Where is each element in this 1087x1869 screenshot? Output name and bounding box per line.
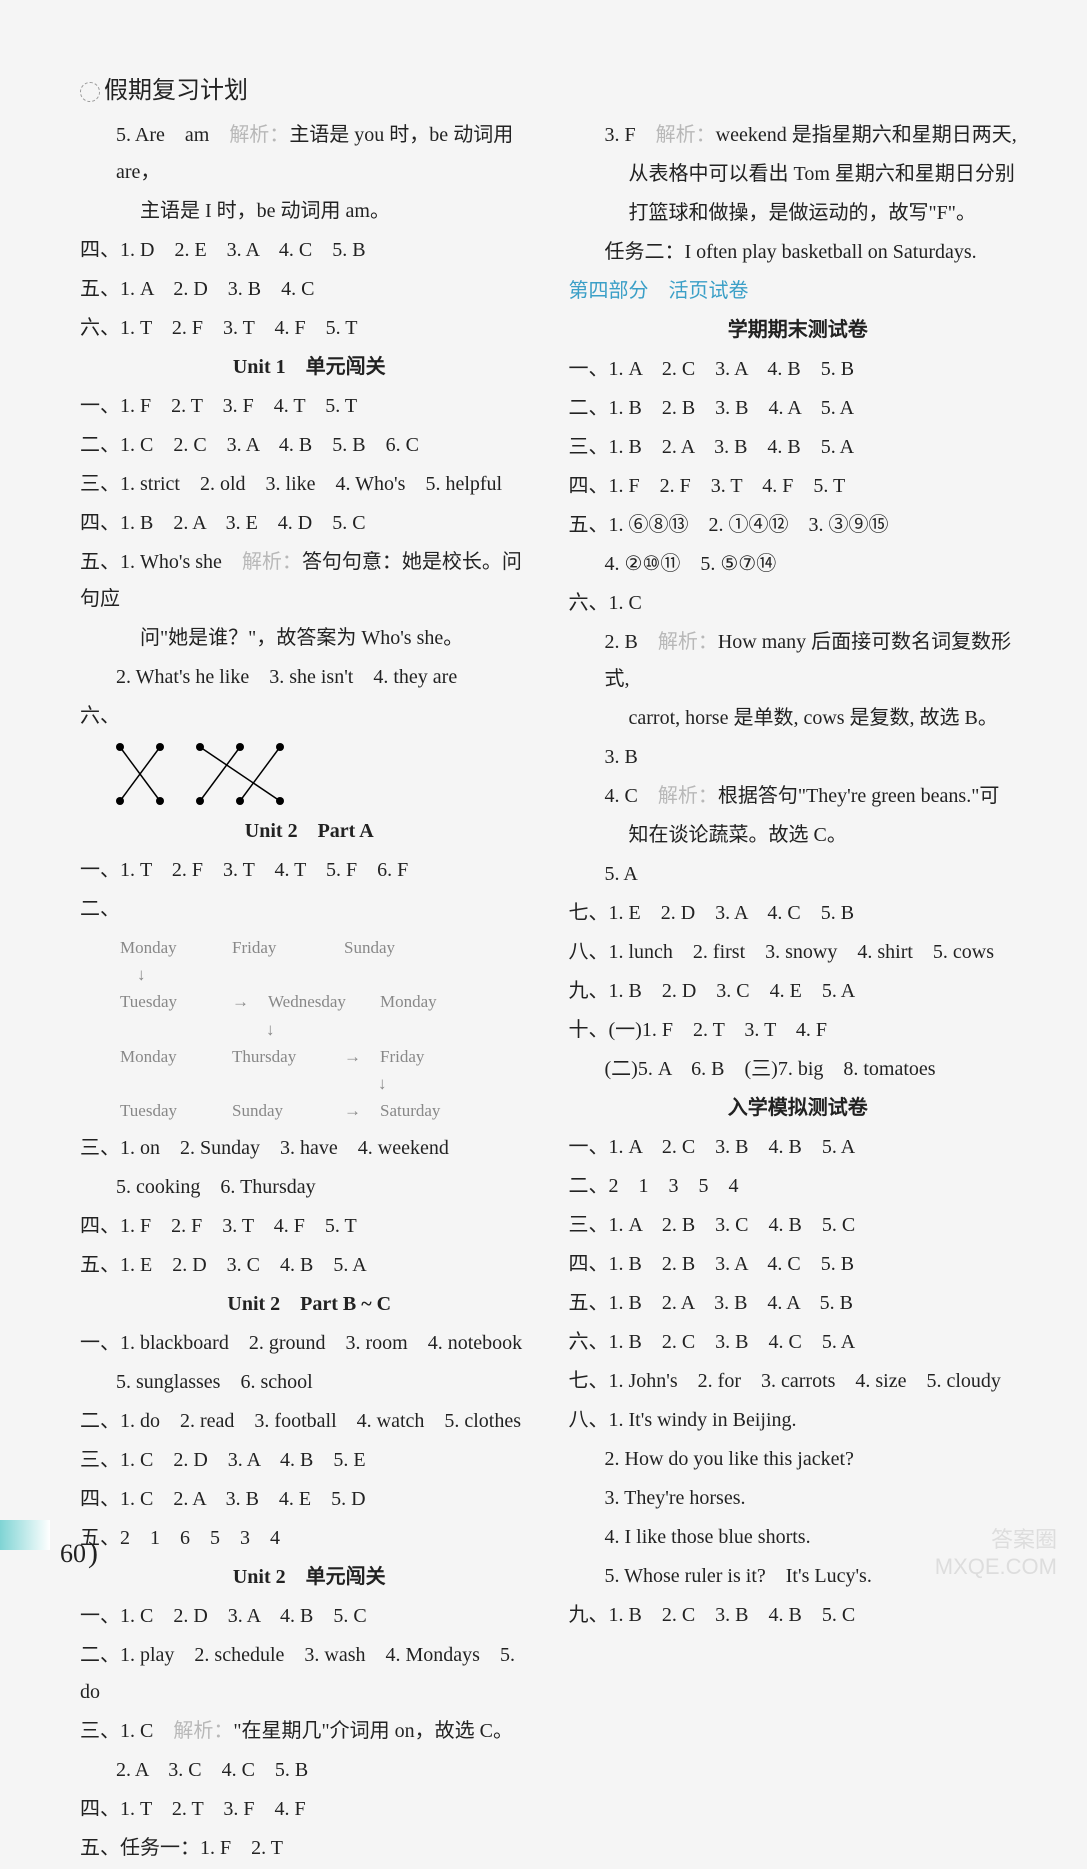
text-line: 五、1. A 2. D 3. B 4. C xyxy=(80,271,539,308)
text-line: 一、1. blackboard 2. ground 3. room 4. not… xyxy=(80,1325,539,1362)
text-line: 十、(一)1. F 2. T 3. T 4. F xyxy=(569,1012,1028,1049)
text-line: 四、1. F 2. F 3. T 4. F 5. T xyxy=(80,1208,539,1245)
section-heading: Unit 2 单元闯关 xyxy=(80,1559,539,1596)
text-line: 5. sunglasses 6. school xyxy=(80,1364,539,1401)
text-line: 四、1. T 2. T 3. F 4. F xyxy=(80,1791,539,1828)
text-line: 2. A 3. C 4. C 5. B xyxy=(80,1752,539,1789)
text-line: 五、任务一：1. F 2. T xyxy=(80,1830,539,1867)
content-columns: 5. Are am 解析：主语是 you 时，be 动词用 are， 主语是 I… xyxy=(80,117,1027,1869)
section-heading: Unit 2 Part B ~ C xyxy=(80,1286,539,1323)
text-line: 九、1. B 2. D 3. C 4. E 5. A xyxy=(569,973,1028,1010)
page-header: 假期复习计划 xyxy=(80,70,1027,105)
text-line: 2. How do you like this jacket? xyxy=(569,1441,1028,1478)
text-line: 七、1. E 2. D 3. A 4. C 5. B xyxy=(569,895,1028,932)
text-line: 四、1. C 2. A 3. B 4. E 5. D xyxy=(80,1481,539,1518)
text-line: 二、1. play 2. schedule 3. wash 4. Mondays… xyxy=(80,1637,539,1711)
text-line: 六、1. B 2. C 3. B 4. C 5. A xyxy=(569,1324,1028,1361)
text-line: 任务二：I often play basketball on Saturdays… xyxy=(569,234,1028,271)
text-line: 五、1. B 2. A 3. B 4. A 5. B xyxy=(569,1285,1028,1322)
text-line: 七、1. John's 2. for 3. carrots 4. size 5.… xyxy=(569,1363,1028,1400)
weekday-table: MondayFridaySunday ↓ Tuesday→ WednesdayM… xyxy=(80,934,539,1124)
text-line: carrot, horse 是单数, cows 是复数, 故选 B。 xyxy=(569,700,1028,737)
text-line: 四、1. F 2. F 3. T 4. F 5. T xyxy=(569,468,1028,505)
text-line: 从表格中可以看出 Tom 星期六和星期日分别 xyxy=(569,156,1028,193)
text-line: 二、1. do 2. read 3. football 4. watch 5. … xyxy=(80,1403,539,1440)
left-column: 5. Are am 解析：主语是 you 时，be 动词用 are， 主语是 I… xyxy=(80,117,539,1869)
watermark: 答案圈 MXQE.COM xyxy=(935,1527,1057,1580)
text-line: 九、1. B 2. C 3. B 4. B 5. C xyxy=(569,1597,1028,1634)
text-line: 八、1. It's windy in Beijing. xyxy=(569,1402,1028,1439)
text-line: 六、1. T 2. F 3. T 4. F 5. T xyxy=(80,310,539,347)
corner-accent xyxy=(0,1520,50,1550)
text-line: 五、1. E 2. D 3. C 4. B 5. A xyxy=(80,1247,539,1284)
text-line: 3. F 解析：weekend 是指星期六和星期日两天, xyxy=(569,117,1028,154)
text-line: 二、1. C 2. C 3. A 4. B 5. B 6. C xyxy=(80,427,539,464)
section-heading: 入学模拟测试卷 xyxy=(569,1090,1028,1127)
text-line: 主语是 I 时，be 动词用 am。 xyxy=(80,193,539,230)
section-heading: Unit 2 Part A xyxy=(80,813,539,850)
text-line: 一、1. A 2. C 3. B 4. B 5. A xyxy=(569,1129,1028,1166)
text-line: 四、1. B 2. A 3. E 4. D 5. C xyxy=(80,505,539,542)
text-line: 二、2 1 3 5 4 xyxy=(569,1168,1028,1205)
text-line: 2. What's he like 3. she isn't 4. they a… xyxy=(80,659,539,696)
text-line: 五、1. Who's she 解析：答句句意：她是校长。问句应 xyxy=(80,544,539,618)
text-line: 五、2 1 6 5 3 4 xyxy=(80,1520,539,1557)
text-line: 一、1. T 2. F 3. T 4. T 5. F 6. F xyxy=(80,852,539,889)
text-line: 三、1. strict 2. old 3. like 4. Who's 5. h… xyxy=(80,466,539,503)
text-line: 二、1. B 2. B 3. B 4. A 5. A xyxy=(569,390,1028,427)
text-line: 三、1. C 2. D 3. A 4. B 5. E xyxy=(80,1442,539,1479)
text-line: 八、1. lunch 2. first 3. snowy 4. shirt 5.… xyxy=(569,934,1028,971)
text-line: (二)5. A 6. B (三)7. big 8. tomatoes xyxy=(569,1051,1028,1088)
text-line: 三、1. C 解析："在星期几"介词用 on，故选 C。 xyxy=(80,1713,539,1750)
text-line: 一、1. F 2. T 3. F 4. T 5. T xyxy=(80,388,539,425)
text-line: 5. A xyxy=(569,856,1028,893)
text-line: 4. C 解析：根据答句"They're green beans."可 xyxy=(569,778,1028,815)
text-line: 打篮球和做操，是做运动的，故写"F"。 xyxy=(569,195,1028,232)
text-line: 六、1. C xyxy=(569,585,1028,622)
text-line: 三、1. B 2. A 3. B 4. B 5. A xyxy=(569,429,1028,466)
part-title: 第四部分 活页试卷 xyxy=(569,273,1028,310)
text-line: 一、1. C 2. D 3. A 4. B 5. C xyxy=(80,1598,539,1635)
text-line: 3. They're horses. xyxy=(569,1480,1028,1517)
matching-diagram xyxy=(80,739,539,809)
text-line: 知在谈论蔬菜。故选 C。 xyxy=(569,817,1028,854)
text-line: 问"她是谁？"，故答案为 Who's she。 xyxy=(80,620,539,657)
text-line: 5. Are am 解析：主语是 you 时，be 动词用 are， xyxy=(80,117,539,191)
text-line: 三、1. A 2. B 3. C 4. B 5. C xyxy=(569,1207,1028,1244)
text-line: 六、 xyxy=(80,698,539,735)
section-heading: 学期期末测试卷 xyxy=(569,312,1028,349)
text-line: 四、1. B 2. B 3. A 4. C 5. B xyxy=(569,1246,1028,1283)
text-line: 5. cooking 6. Thursday xyxy=(80,1169,539,1206)
text-line: 二、 xyxy=(80,891,539,928)
text-line: 4. ②⑩⑪ 5. ⑤⑦⑭ xyxy=(569,546,1028,583)
text-line: 四、1. D 2. E 3. A 4. C 5. B xyxy=(80,232,539,269)
right-column: 3. F 解析：weekend 是指星期六和星期日两天, 从表格中可以看出 To… xyxy=(569,117,1028,1869)
text-line: 五、1. ⑥⑧⑬ 2. ①④⑫ 3. ③⑨⑮ xyxy=(569,507,1028,544)
page-number: 60 xyxy=(60,1536,98,1570)
section-heading: Unit 1 单元闯关 xyxy=(80,349,539,386)
text-line: 2. B 解析：How many 后面接可数名词复数形式, xyxy=(569,624,1028,698)
text-line: 三、1. on 2. Sunday 3. have 4. weekend xyxy=(80,1130,539,1167)
text-line: 一、1. A 2. C 3. A 4. B 5. B xyxy=(569,351,1028,388)
text-line: 3. B xyxy=(569,739,1028,776)
